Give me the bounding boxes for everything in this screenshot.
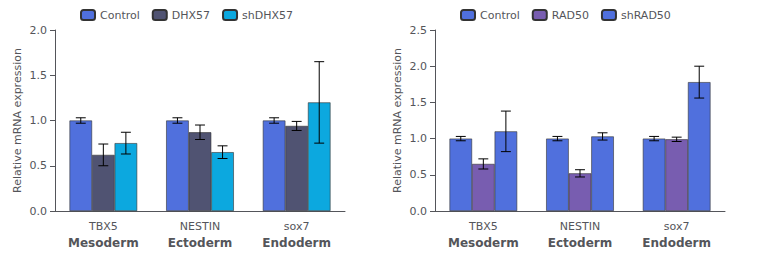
svg-text:Relative mRNA expression: Relative mRNA expression [391, 48, 404, 193]
svg-text:2.0: 2.0 [410, 60, 428, 73]
svg-text:NESTIN: NESTIN [180, 220, 220, 233]
svg-text:DHX57: DHX57 [172, 9, 210, 22]
svg-text:shRAD50: shRAD50 [621, 9, 671, 22]
svg-text:0.0: 0.0 [30, 205, 48, 218]
svg-text:2.5: 2.5 [410, 24, 428, 37]
svg-text:Mesoderm: Mesoderm [448, 236, 519, 250]
svg-text:0.5: 0.5 [30, 159, 48, 172]
svg-text:sox7: sox7 [284, 220, 310, 233]
svg-text:2.0: 2.0 [30, 24, 48, 37]
svg-text:Control: Control [480, 9, 520, 22]
svg-text:Endoderm: Endoderm [262, 236, 331, 250]
svg-text:1.5: 1.5 [30, 69, 48, 82]
svg-text:0.0: 0.0 [410, 205, 428, 218]
svg-text:Relative mRNA expression: Relative mRNA expression [11, 48, 24, 193]
svg-text:shDHX57: shDHX57 [242, 9, 293, 22]
svg-text:NESTIN: NESTIN [560, 220, 600, 233]
svg-text:RAD50: RAD50 [552, 9, 589, 22]
svg-text:1.0: 1.0 [30, 114, 48, 127]
svg-text:1.5: 1.5 [410, 96, 428, 109]
svg-text:Ectoderm: Ectoderm [548, 236, 612, 250]
svg-text:Endoderm: Endoderm [642, 236, 711, 250]
svg-text:0.5: 0.5 [410, 168, 428, 181]
svg-text:1.0: 1.0 [410, 132, 428, 145]
svg-text:Mesoderm: Mesoderm [68, 236, 139, 250]
svg-text:Control: Control [100, 9, 140, 22]
svg-text:sox7: sox7 [664, 220, 690, 233]
svg-text:TBX5: TBX5 [88, 220, 118, 233]
svg-text:TBX5: TBX5 [468, 220, 498, 233]
svg-text:Ectoderm: Ectoderm [168, 236, 232, 250]
